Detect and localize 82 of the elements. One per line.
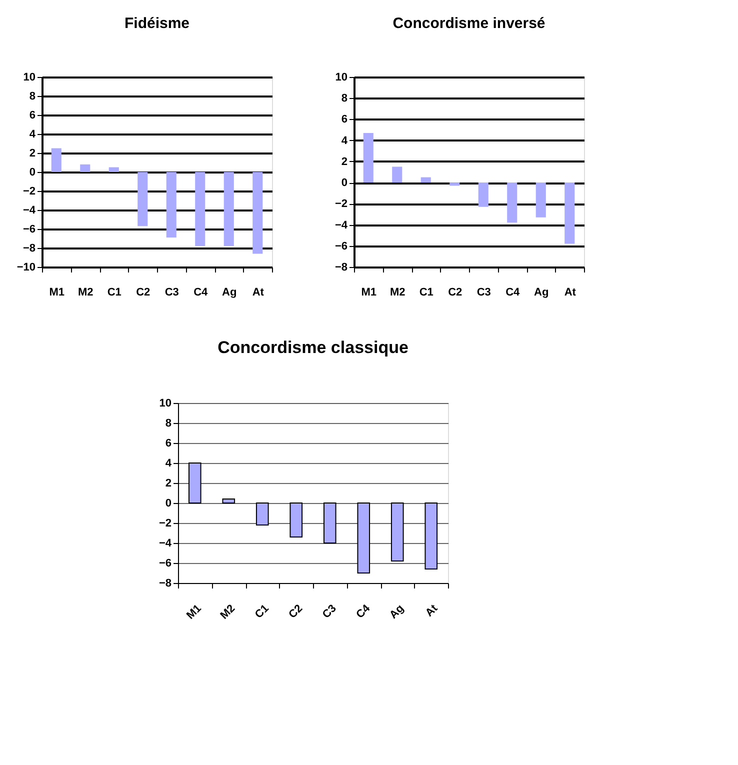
y-tick-label: −4 xyxy=(22,204,36,216)
x-tick-label: M2 xyxy=(218,602,238,622)
x-tick-label: C1 xyxy=(252,602,272,621)
y-tick-label: 6 xyxy=(29,110,36,122)
x-tick-label: Ag xyxy=(388,602,406,622)
bar xyxy=(390,502,404,562)
bar xyxy=(51,148,62,172)
y-tick-label: 4 xyxy=(341,134,348,147)
x-tick-label: C4 xyxy=(194,286,209,298)
bar xyxy=(108,167,119,172)
bar xyxy=(256,502,269,526)
x-tick-label: Ag xyxy=(222,286,237,298)
x-tick-label: C3 xyxy=(320,602,339,621)
y-tick-label: −8 xyxy=(158,578,172,590)
y-tick-label: 6 xyxy=(341,114,348,126)
x-tick-label: C4 xyxy=(506,286,521,298)
y-tick-label: 8 xyxy=(165,418,172,430)
y-tick-label: 6 xyxy=(165,438,172,450)
x-tick-label: C4 xyxy=(354,602,374,621)
bar xyxy=(478,182,488,207)
bar xyxy=(323,502,336,544)
bar xyxy=(363,132,374,183)
chart-title: Concordisme inversé xyxy=(392,15,546,32)
bar xyxy=(424,502,438,570)
bar xyxy=(195,172,206,246)
y-tick-label: 8 xyxy=(341,92,348,105)
y-tick-label: 4 xyxy=(165,458,172,470)
bar xyxy=(222,498,236,504)
y-tick-label: 10 xyxy=(23,72,36,84)
x-tick-label: At xyxy=(564,286,576,298)
x-tick-label: M1 xyxy=(49,286,65,298)
y-tick-label: 10 xyxy=(159,398,172,410)
chart-title: Concordisme classique xyxy=(218,338,408,357)
bar xyxy=(564,182,575,244)
bar xyxy=(357,502,370,574)
bar xyxy=(420,177,431,183)
x-tick-label: M2 xyxy=(78,286,94,298)
x-tick-label: C1 xyxy=(419,286,434,298)
y-tick-label: −8 xyxy=(334,262,348,274)
y-tick-label: 8 xyxy=(29,90,36,102)
x-tick-label: C2 xyxy=(286,602,306,621)
bar xyxy=(507,182,518,223)
x-tick-label: M2 xyxy=(390,286,406,298)
bar xyxy=(536,182,546,218)
y-tick-label: 0 xyxy=(341,177,348,190)
y-tick-label: 2 xyxy=(29,148,36,160)
bar xyxy=(392,166,402,183)
x-tick-label: C2 xyxy=(448,286,462,298)
y-tick-label: 0 xyxy=(29,166,36,178)
y-tick-label: −6 xyxy=(334,240,348,252)
y-tick-label: −4 xyxy=(334,219,348,232)
y-tick-label: −8 xyxy=(22,242,36,254)
y-tick-label: 10 xyxy=(335,72,348,84)
bar xyxy=(450,182,460,186)
x-tick-label: C2 xyxy=(136,286,150,298)
x-tick-label: Ag xyxy=(534,286,549,298)
x-tick-label: C3 xyxy=(476,286,491,298)
x-tick-label: M1 xyxy=(361,286,377,298)
bar xyxy=(188,462,202,504)
bar xyxy=(138,172,148,226)
x-tick-label: M1 xyxy=(184,602,204,622)
y-tick-label: −2 xyxy=(158,518,172,530)
chart-title: Fidéisme xyxy=(124,15,190,32)
y-tick-label: 0 xyxy=(165,498,172,510)
y-tick-label: −2 xyxy=(334,198,348,210)
x-tick-label: C1 xyxy=(107,286,122,298)
y-tick-label: 2 xyxy=(165,478,172,490)
y-tick-label: −6 xyxy=(158,558,172,570)
bar xyxy=(166,172,176,238)
y-tick-label: −6 xyxy=(22,224,36,236)
bar xyxy=(252,172,263,254)
y-tick-label: 2 xyxy=(341,156,348,168)
bar xyxy=(224,172,234,246)
y-tick-label: 4 xyxy=(29,128,36,140)
x-tick-label: At xyxy=(252,286,264,298)
x-tick-label: At xyxy=(423,602,440,620)
bar xyxy=(80,164,90,172)
y-tick-label: −4 xyxy=(158,538,172,550)
bar xyxy=(290,502,303,538)
y-tick-label: −2 xyxy=(22,186,36,198)
y-tick-label: −10 xyxy=(16,262,36,274)
x-tick-label: C3 xyxy=(164,286,179,298)
